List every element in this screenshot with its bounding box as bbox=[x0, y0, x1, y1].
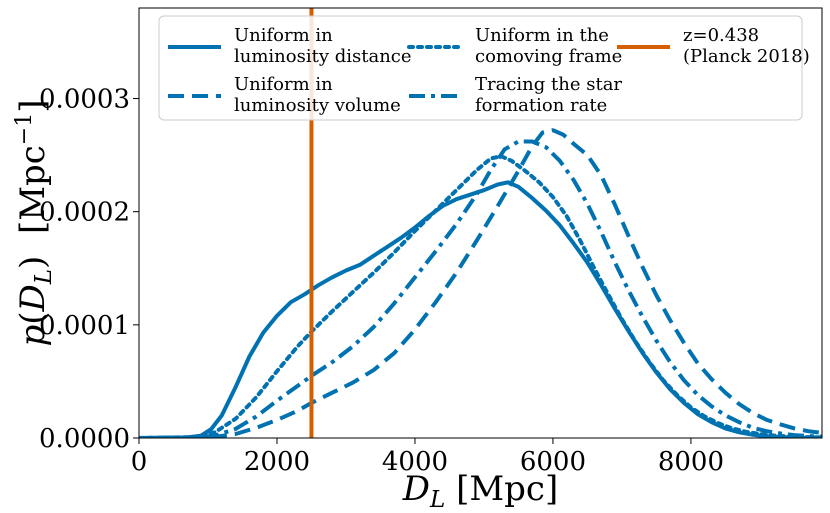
legend-label-line2: luminosity distance bbox=[234, 46, 412, 67]
legend-entry-planck-2018: z=0.438(Planck 2018) bbox=[617, 25, 810, 67]
legend-label-line1: Uniform in bbox=[234, 74, 333, 95]
y-tick-label: 0.0002 bbox=[39, 198, 130, 228]
x-axis-title: DL [Mpc] bbox=[402, 469, 559, 513]
legend-label-line2: formation rate bbox=[475, 95, 607, 116]
legend-label-line2: luminosity volume bbox=[234, 95, 401, 116]
x-tick-label: 2000 bbox=[244, 447, 310, 477]
series-group bbox=[139, 8, 822, 438]
axis-labels: DL [Mpc] p(DL) [Mpc−1] bbox=[12, 99, 558, 513]
axes-frame bbox=[138, 7, 823, 439]
y-tick-label: 0.0001 bbox=[39, 311, 130, 341]
x-tick-label: 4000 bbox=[382, 447, 448, 477]
y-tick-label: 0.0000 bbox=[39, 424, 130, 454]
x-tick-label: 6000 bbox=[520, 447, 586, 477]
legend-box bbox=[158, 15, 803, 121]
series-star-formation-rate bbox=[139, 139, 822, 438]
legend-label-line1: z=0.438 bbox=[683, 25, 759, 46]
y-axis-title: p(DL) [Mpc−1] bbox=[12, 99, 57, 346]
legend-label-line2: (Planck 2018) bbox=[683, 46, 810, 67]
legend-label-line1: Tracing the star bbox=[475, 74, 622, 95]
legend-label-line1: Uniform in bbox=[234, 25, 333, 46]
series-uniform-luminosity-distance bbox=[139, 180, 822, 438]
x-tick-label: 8000 bbox=[658, 447, 724, 477]
axes: 0 2000 4000 6000 8000 0.0000 0.0001 0.0002 0.000… bbox=[39, 7, 823, 477]
legend-label-line2: comoving frame bbox=[475, 46, 622, 67]
legend-label-line1: Uniform in the bbox=[475, 25, 609, 46]
y-tick-label: 0.0003 bbox=[39, 85, 130, 115]
series-uniform-luminosity-volume bbox=[139, 128, 822, 438]
x-tick-label: 0 bbox=[131, 447, 148, 477]
series-uniform-comoving-frame bbox=[139, 154, 822, 438]
plot-area bbox=[139, 8, 822, 438]
